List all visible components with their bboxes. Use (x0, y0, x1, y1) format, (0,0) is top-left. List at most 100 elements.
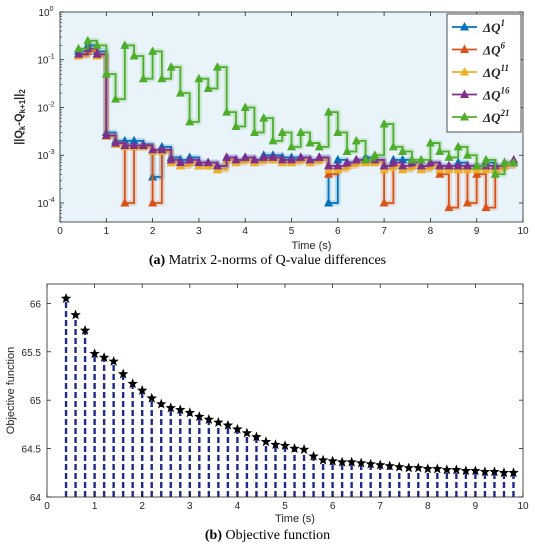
marker-b (403, 462, 414, 473)
series-a-marker (407, 154, 417, 164)
series-a-marker (388, 157, 398, 167)
series-a-marker (249, 154, 259, 164)
legend-box-a (446, 13, 522, 133)
series-a-marker (231, 121, 241, 131)
series-a-marker (92, 49, 102, 58)
x-tick-label-b: 9 (473, 501, 479, 512)
series-a-marker (370, 150, 380, 159)
marker-b (413, 462, 424, 473)
marker-b (508, 467, 519, 478)
legend-label-a: ΔQ1 (482, 18, 505, 35)
marker-b (365, 458, 376, 469)
series-a-marker (129, 140, 139, 150)
series-a-marker (435, 169, 445, 178)
series-a-marker (259, 152, 269, 161)
y-tick-label-b: 66 (30, 299, 42, 310)
x-tick-label-b: 1 (92, 501, 98, 512)
series-a-marker (398, 146, 408, 155)
caption-b-text: Objective function (222, 528, 331, 543)
series-a-marker (74, 49, 84, 58)
marker-b (451, 464, 462, 475)
series-a-4 (74, 43, 519, 170)
series-a-marker (231, 154, 241, 164)
x-tick-label-b: 7 (377, 501, 383, 512)
series-a-marker (342, 157, 352, 167)
caption-a-label: (a) (148, 253, 166, 268)
series-a-marker (222, 107, 232, 116)
series-a-marker (314, 141, 324, 151)
series-a-marker (509, 157, 519, 167)
x-tick-label-a: 10 (517, 226, 529, 237)
series-a-marker (361, 154, 371, 164)
x-tick-label-a: 2 (150, 226, 156, 237)
x-tick-label-a: 1 (104, 226, 110, 237)
series-a-marker (499, 157, 509, 167)
stems-b (64, 298, 515, 497)
series-a-marker (120, 140, 130, 150)
y-tick-label-a: 100 (38, 6, 53, 19)
legend-label-a: ΔQ11 (482, 63, 509, 80)
series-a-marker (388, 141, 398, 151)
series-a-marker (416, 154, 426, 164)
series-a-marker (333, 160, 343, 170)
y-axis-label-a: ||Qk-Qk+1||2 (13, 89, 27, 145)
x-tick-label-a: 5 (289, 226, 295, 237)
x-tick-label-b: 10 (517, 501, 529, 512)
y-tick-label-b: 64 (30, 493, 42, 504)
marker-b (194, 411, 205, 422)
series-a-marker (305, 138, 315, 147)
series-a-marker (425, 138, 435, 147)
marker-b (222, 419, 234, 430)
series-a-marker (175, 157, 185, 167)
marker-b (289, 443, 300, 454)
series-a-marker (342, 146, 352, 155)
x-tick-label-b: 8 (425, 501, 431, 512)
series-a-marker (296, 127, 306, 136)
marker-b (394, 461, 405, 472)
marker-b (422, 463, 434, 474)
series-a-marker (148, 144, 158, 154)
series-a-marker (166, 62, 176, 71)
y-tick-label-a: 10-4 (37, 197, 54, 210)
marker-b (79, 324, 91, 335)
marker-b (336, 456, 348, 467)
series-a-marker (296, 152, 306, 161)
series-a-marker (249, 127, 259, 136)
marker-b (327, 455, 338, 466)
marker-b (355, 457, 367, 468)
marker-b (432, 463, 443, 474)
series-a-marker (324, 169, 334, 178)
series-a-marker (333, 127, 343, 136)
marker-b (213, 416, 224, 427)
x-tick-label-b: 5 (282, 501, 288, 512)
series-a-marker (101, 69, 111, 78)
markers-b (60, 293, 519, 478)
y-tick-label-a: 10-2 (37, 101, 54, 114)
series-a-marker (490, 169, 500, 178)
series-a-marker (324, 160, 334, 170)
marker-b (441, 464, 453, 475)
legend-marker-a (460, 89, 469, 98)
series-a-marker (287, 154, 296, 164)
series-a-marker (333, 154, 343, 164)
series-a-marker (277, 154, 287, 164)
x-tick-label-a: 6 (335, 226, 341, 237)
legend-label-a: ΔQ6 (482, 41, 506, 58)
series-a-marker (157, 144, 167, 154)
series-a-marker (398, 160, 408, 170)
legend-marker-a (460, 22, 469, 31)
series-a-marker (166, 154, 176, 164)
marker-b (251, 431, 262, 442)
series-a-marker (259, 113, 269, 122)
legend-marker-a (460, 67, 469, 76)
series-a-marker (138, 140, 148, 150)
y-tick-label-b: 65 (30, 396, 42, 407)
series-a-marker (194, 157, 204, 167)
series-a-marker (444, 160, 454, 170)
series-a-marker (287, 141, 296, 151)
marker-b (489, 466, 500, 477)
series-a-marker (444, 152, 454, 161)
marker-b (156, 398, 167, 409)
marker-b (498, 467, 510, 478)
